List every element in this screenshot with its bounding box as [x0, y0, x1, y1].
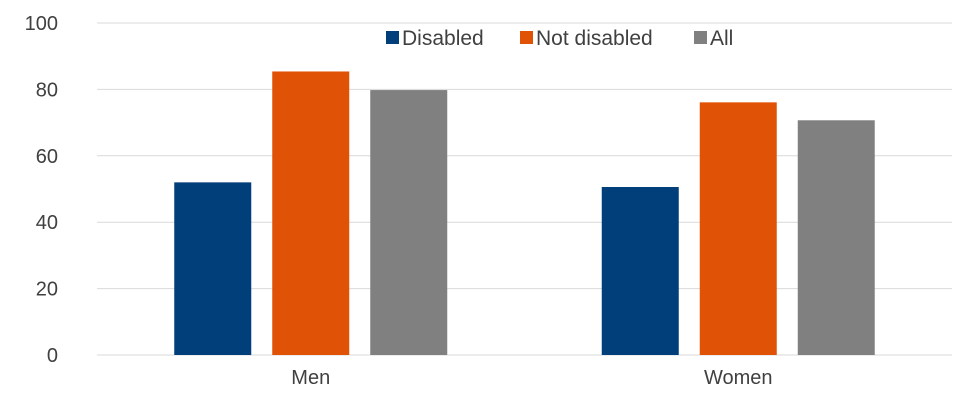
legend-label: Not disabled	[536, 27, 653, 50]
legend-swatch-disabled	[386, 31, 399, 44]
y-tick-label: 40	[36, 212, 58, 234]
legend-label: All	[710, 27, 733, 50]
x-category-label: Men	[291, 367, 330, 389]
bar-all-women	[797, 120, 875, 355]
bar-disabled-women	[601, 187, 679, 355]
x-category-label: Women	[704, 367, 773, 389]
legend-label: Disabled	[402, 27, 484, 50]
legend-swatch-all	[694, 31, 707, 44]
bar-not-disabled-men	[272, 71, 350, 356]
y-tick-label: 0	[47, 345, 58, 367]
bar-not-disabled-women	[699, 102, 777, 356]
y-tick-label: 100	[25, 13, 58, 35]
y-tick-label: 20	[36, 279, 58, 301]
bar-disabled-men	[174, 182, 252, 355]
y-tick-label: 80	[36, 79, 58, 101]
y-tick-label: 60	[36, 146, 58, 168]
bar-all-men	[370, 90, 448, 356]
legend-swatch-not-disabled	[520, 31, 533, 44]
